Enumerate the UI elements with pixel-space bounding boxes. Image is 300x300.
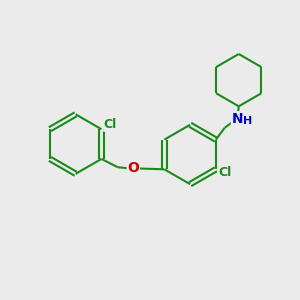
Text: Cl: Cl (104, 118, 117, 131)
Text: Cl: Cl (218, 167, 231, 179)
Text: O: O (127, 161, 139, 176)
Text: N: N (232, 112, 243, 126)
Text: H: H (243, 116, 252, 126)
